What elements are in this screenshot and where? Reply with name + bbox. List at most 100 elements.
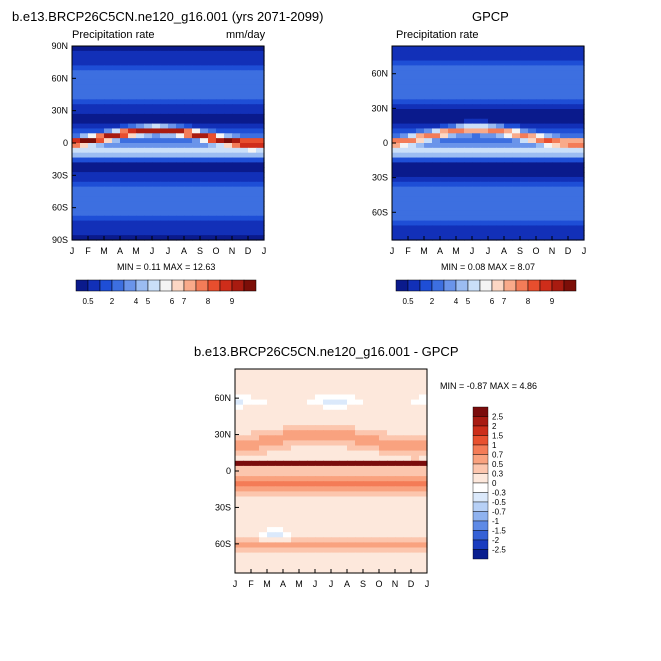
- heatmap-cell: [488, 128, 497, 134]
- heatmap-cell: [176, 225, 185, 231]
- heatmap-cell: [339, 496, 348, 503]
- heatmap-cell: [416, 196, 425, 202]
- heatmap-cell: [168, 172, 177, 178]
- panel1-stats: MIN = 0.11 MAX = 12.63: [117, 262, 216, 272]
- y-tick-label: 30N: [371, 103, 388, 113]
- heatmap-cell: [480, 196, 489, 202]
- heatmap-cell: [72, 215, 81, 222]
- heatmap-cell: [275, 486, 284, 492]
- heatmap-cell: [560, 152, 569, 159]
- heatmap-cell: [243, 552, 252, 559]
- heatmap-cell: [136, 79, 145, 86]
- colorbar-label: 1: [492, 441, 497, 450]
- heatmap-cell: [224, 55, 233, 62]
- heatmap-cell: [184, 162, 193, 168]
- heatmap-cell: [96, 201, 105, 207]
- heatmap-cell: [416, 147, 425, 154]
- heatmap-cell: [299, 384, 308, 390]
- heatmap-cell: [560, 46, 569, 52]
- heatmap-cell: [424, 46, 433, 52]
- heatmap-cell: [136, 99, 145, 105]
- heatmap-cell: [275, 471, 284, 477]
- heatmap-cell: [275, 511, 284, 518]
- heatmap-cell: [323, 445, 332, 452]
- heatmap-cell: [323, 491, 332, 498]
- heatmap-cell: [480, 167, 489, 173]
- heatmap-cell: [464, 210, 473, 217]
- heatmap-cell: [192, 186, 201, 193]
- heatmap-cell: [424, 138, 433, 144]
- heatmap-cell: [488, 138, 497, 144]
- heatmap-cell: [240, 104, 249, 110]
- x-tick-label: S: [197, 246, 203, 256]
- heatmap-cell: [208, 104, 217, 110]
- heatmap-cell: [464, 230, 473, 236]
- y-tick-label: 30S: [52, 170, 68, 180]
- heatmap-cells: [235, 369, 428, 574]
- heatmap-cell: [275, 414, 284, 421]
- heatmap-cell: [371, 435, 380, 441]
- heatmap-cell: [307, 557, 316, 564]
- heatmap-cell: [400, 133, 409, 139]
- heatmap-cell: [496, 123, 505, 130]
- heatmap-cell: [387, 440, 396, 447]
- heatmap-cell: [440, 201, 449, 207]
- heatmap-cell: [104, 123, 113, 130]
- colorbar-swatch: [207, 279, 221, 292]
- heatmap-cell: [184, 99, 193, 105]
- heatmap-cell: [411, 542, 420, 549]
- heatmap-cell: [88, 186, 97, 193]
- heatmap-cell: [275, 409, 284, 416]
- heatmap-cell: [392, 186, 401, 193]
- heatmap-cell: [283, 532, 292, 538]
- heatmap-cell: [411, 496, 420, 503]
- heatmap-cell: [432, 181, 441, 188]
- heatmap-cell: [520, 79, 529, 86]
- heatmap-cell: [464, 138, 473, 144]
- heatmap-cell: [560, 157, 569, 163]
- heatmap-cell: [251, 471, 260, 477]
- heatmap-cell: [256, 94, 265, 100]
- heatmap-cell: [560, 109, 569, 115]
- heatmap-cell: [520, 133, 529, 139]
- heatmap-cell: [235, 476, 244, 482]
- heatmap-cell: [379, 476, 388, 482]
- heatmap-cell: [240, 162, 249, 168]
- heatmap-cell: [80, 186, 89, 193]
- heatmap-cell: [400, 79, 409, 86]
- heatmap-cell: [371, 491, 380, 498]
- heatmap-cell: [528, 215, 537, 222]
- heatmap-cell: [224, 75, 233, 81]
- heatmap-cell: [251, 481, 260, 487]
- colorbar-swatch: [135, 279, 149, 292]
- heatmap-cell: [419, 384, 428, 390]
- heatmap-cell: [432, 89, 441, 96]
- heatmap-cell: [96, 230, 105, 236]
- heatmap-cell: [104, 60, 113, 66]
- heatmap-cell: [400, 138, 409, 144]
- heatmap-cell: [96, 50, 105, 57]
- heatmap-cell: [80, 99, 89, 105]
- heatmap-cell: [560, 94, 569, 100]
- heatmap-cell: [200, 162, 209, 168]
- heatmap-cell: [224, 128, 233, 134]
- heatmap-cell: [216, 109, 225, 115]
- heatmap-cell: [208, 230, 217, 236]
- heatmap-cell: [480, 157, 489, 163]
- heatmap-cell: [160, 230, 169, 236]
- heatmap-cell: [208, 65, 217, 71]
- heatmap-cell: [411, 537, 420, 543]
- heatmap-cell: [416, 206, 425, 212]
- heatmap-cell: [560, 196, 569, 202]
- heatmap-cell: [275, 384, 284, 390]
- heatmap-cell: [536, 84, 545, 91]
- heatmap-cell: [256, 84, 265, 91]
- heatmap-cell: [419, 542, 428, 549]
- heatmap-cell: [331, 440, 340, 447]
- heatmap-cell: [424, 235, 433, 241]
- heatmap-cell: [411, 562, 420, 569]
- heatmap-cell: [411, 420, 420, 426]
- heatmap-cell: [424, 176, 433, 183]
- heatmap-cell: [496, 181, 505, 188]
